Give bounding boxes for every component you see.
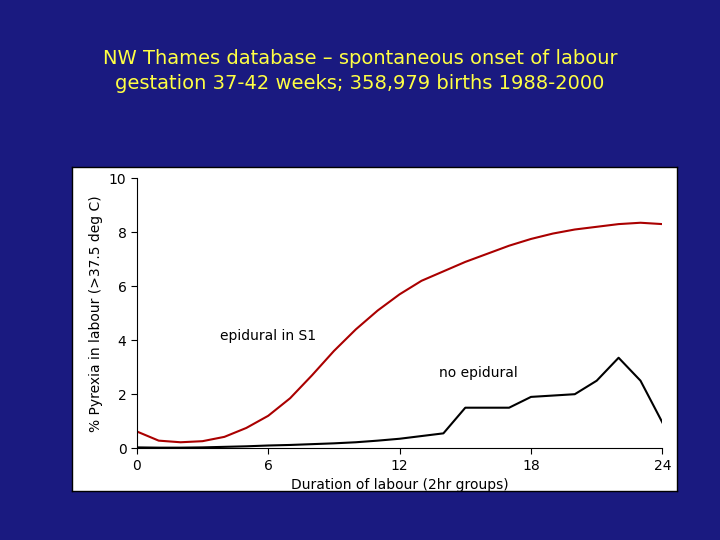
Text: epidural in S1: epidural in S1	[220, 329, 316, 343]
Y-axis label: % Pyrexia in labour (>37.5 deg C): % Pyrexia in labour (>37.5 deg C)	[89, 195, 103, 431]
X-axis label: Duration of labour (2hr groups): Duration of labour (2hr groups)	[291, 478, 508, 492]
Text: no epidural: no epidural	[439, 366, 518, 380]
Text: NW Thames database – spontaneous onset of labour
gestation 37-42 weeks; 358,979 : NW Thames database – spontaneous onset o…	[103, 49, 617, 92]
